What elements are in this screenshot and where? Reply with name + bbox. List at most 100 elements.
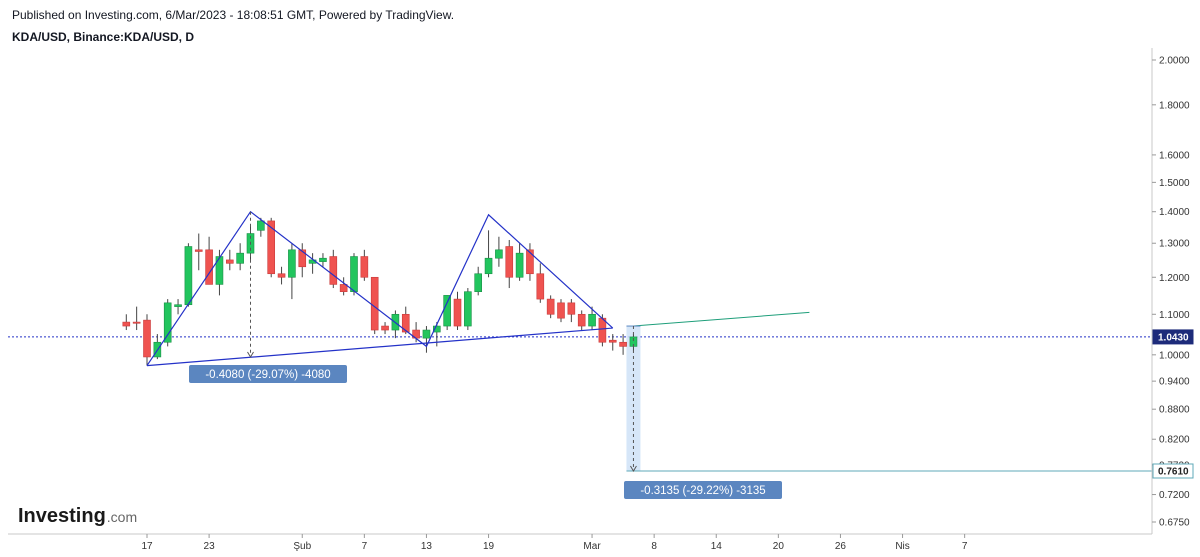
candle xyxy=(526,243,534,281)
candle xyxy=(370,276,379,335)
candle xyxy=(588,306,596,331)
x-tick-label: 17 xyxy=(141,541,153,552)
y-tick-label: 0.6750 xyxy=(1159,518,1190,529)
candle-body-down xyxy=(546,298,555,315)
candle xyxy=(122,314,131,331)
candle-body-up xyxy=(474,273,483,292)
x-tick-label: 8 xyxy=(651,541,657,552)
x-tick-label: 26 xyxy=(835,541,847,552)
measure-1-arrowhead xyxy=(247,351,254,358)
candle-body-up xyxy=(174,304,182,307)
candle xyxy=(495,236,503,267)
current-price-tag-bg xyxy=(1152,329,1194,345)
measure-1-label: -0.4080 (-29.07%) -4080 xyxy=(189,365,347,383)
y-tick-label: 1.5000 xyxy=(1159,178,1190,189)
candle xyxy=(515,243,524,281)
candle-body-down xyxy=(339,284,348,292)
candle xyxy=(277,266,286,285)
candle xyxy=(546,295,555,319)
candle-body-down xyxy=(370,276,379,331)
y-tick-label: 0.8800 xyxy=(1159,405,1190,416)
target-price-tag: 0.7610 xyxy=(1152,463,1194,479)
x-tick-label: 13 xyxy=(421,541,433,552)
candle xyxy=(215,249,224,296)
measure-2-arrowhead xyxy=(630,465,637,472)
y-tick-label: 1.8000 xyxy=(1159,100,1190,111)
candle xyxy=(319,253,327,267)
candle-body-up xyxy=(484,257,493,275)
candle-body-down xyxy=(194,249,203,252)
candle xyxy=(505,239,514,289)
x-tick-label: 19 xyxy=(483,541,495,552)
investing-logo: Investing .com xyxy=(18,505,137,527)
candle xyxy=(339,277,348,296)
candle xyxy=(577,310,586,331)
candle xyxy=(567,299,576,323)
y-tick-label: 1.3000 xyxy=(1159,239,1190,250)
y-tick-label: 2.0000 xyxy=(1159,56,1190,67)
pattern-zigzag-line xyxy=(146,210,614,366)
candle-body-down xyxy=(298,249,307,268)
candle xyxy=(381,322,389,335)
candle-body-down xyxy=(143,319,151,358)
candle xyxy=(608,334,617,351)
candle-body-down xyxy=(567,302,576,315)
published-caption: Published on Investing.com, 6/Mar/2023 -… xyxy=(12,8,455,22)
x-tick-label: 20 xyxy=(773,541,785,552)
x-tick-label: Nis xyxy=(895,541,909,552)
candle-body-up xyxy=(588,313,596,327)
candle xyxy=(422,326,431,353)
candle-body-down xyxy=(598,317,607,343)
current-price-tag: 1.0430 xyxy=(1152,329,1194,345)
candle xyxy=(163,299,172,347)
y-tick-label: 0.7200 xyxy=(1159,490,1190,501)
target-price-tag-text: 0.7610 xyxy=(1158,466,1189,477)
candle xyxy=(474,266,483,296)
measure-2-label-text: -0.3135 (-29.22%) -3135 xyxy=(640,485,765,497)
symbol-title: KDA/USD, Binance:KDA/USD, D xyxy=(12,30,195,44)
x-tick-label: 7 xyxy=(362,541,368,552)
candle xyxy=(194,233,203,271)
candle-body-down xyxy=(205,249,213,285)
candle xyxy=(257,217,265,237)
y-tick-label: 0.8200 xyxy=(1159,435,1190,446)
measure-2-label-bg xyxy=(624,481,782,499)
logo-investing-text: Investing xyxy=(18,505,106,527)
candle-body-down xyxy=(381,325,389,331)
candle-body-up xyxy=(319,257,327,262)
candle-body-up xyxy=(443,295,451,327)
measure-1-label-text: -0.4080 (-29.07%) -4080 xyxy=(205,369,330,381)
x-tick-label: 7 xyxy=(962,541,968,552)
candle xyxy=(226,249,234,271)
candle xyxy=(619,334,627,355)
drawings-layer xyxy=(146,210,810,472)
candle xyxy=(401,306,410,335)
candle-body-up xyxy=(163,302,172,343)
logo-com-text: .com xyxy=(107,509,137,525)
candle-body-down xyxy=(577,313,586,327)
candle-body-down xyxy=(401,313,410,333)
target-price-tag-bg xyxy=(1152,463,1194,479)
neckline-extension-line xyxy=(633,311,810,327)
candle xyxy=(184,243,193,307)
candle-body-down xyxy=(505,246,514,278)
candle-body-down xyxy=(277,273,286,278)
candles-layer xyxy=(122,217,638,366)
candle-body-down xyxy=(360,256,369,278)
candle-body-up xyxy=(257,220,265,231)
candle xyxy=(288,243,296,300)
candle xyxy=(329,249,338,289)
measure-1-label-bg xyxy=(189,365,347,383)
candle-body-up xyxy=(495,249,503,259)
y-tick-label: 0.9400 xyxy=(1159,377,1190,388)
y-tick-label: 1.2000 xyxy=(1159,273,1190,284)
candle xyxy=(557,299,565,323)
candle xyxy=(132,306,141,331)
candle xyxy=(308,253,317,274)
candle xyxy=(484,230,493,278)
candle-body-up xyxy=(184,246,193,306)
current-price-tag-text: 1.0430 xyxy=(1158,332,1189,343)
candle-body-up xyxy=(515,252,524,278)
candle-body-up xyxy=(432,325,441,333)
